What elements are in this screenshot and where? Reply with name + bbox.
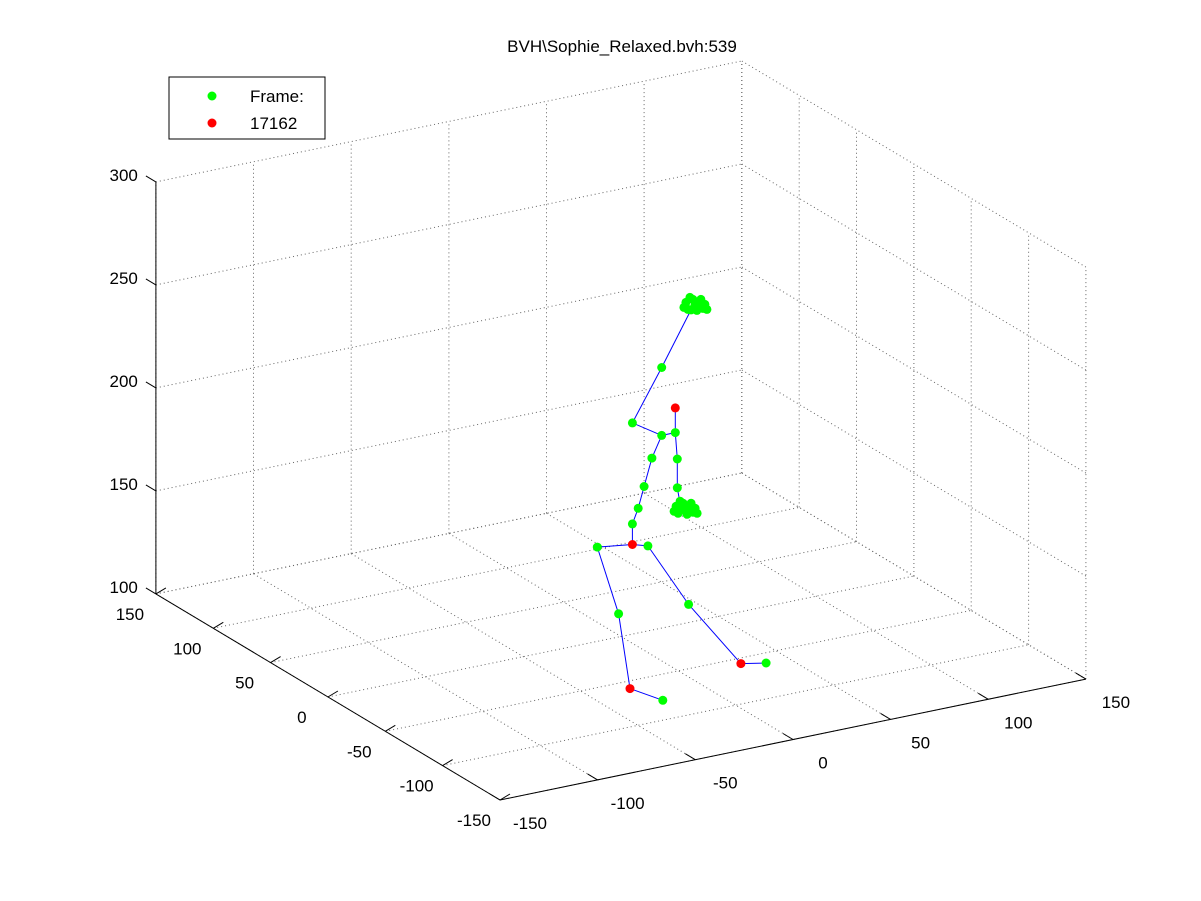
grid-line-floor-x [253,573,598,781]
grid-line-floor-x [448,532,794,740]
z-tick-label: 300 [110,166,138,185]
z-tick [145,175,157,183]
legend-label-frame: Frame: [250,87,304,106]
y-tick-label: -150 [457,811,491,830]
z-tick-label: 100 [110,578,138,597]
grid-line-side-z [741,60,1087,268]
axes: -150 -100 -50 0 50 100 150 -150 -100 -50 0 50 100 150… [110,166,1131,833]
joint-hip [627,540,637,549]
joint-spine4 [647,453,657,463]
y-tick [213,621,224,629]
x-tick [587,773,598,781]
bone-hip-lhip [597,544,633,548]
bone-neck-lshoulder [632,422,662,436]
joint-lankle [625,684,635,694]
finger-joint [679,302,689,312]
z-tick-label: 150 [110,475,138,494]
finger-joint [702,304,712,314]
bone-rhip-rknee [647,545,690,605]
x-tick-label: 50 [911,733,930,752]
y-tick-label: 100 [173,639,201,658]
legend: Frame: 17162 [168,76,326,140]
grid-line-floor-x [643,492,989,700]
z-tick [145,587,157,595]
x-tick [489,793,501,801]
joint-rshoulder [670,428,680,438]
grid-line-side-z [741,266,1087,474]
legend-marker-frame [207,91,217,101]
joint-rupper [670,403,680,413]
y-tick [155,587,167,595]
joint-rtoe [761,658,771,668]
bone-spine3-spine4 [643,457,653,487]
joint-rankle [736,659,746,669]
x-tick [685,753,696,761]
left-hand-cluster [679,292,712,315]
joint-lhip [592,542,602,552]
joint-rknee [684,599,694,609]
skeleton-joints [592,292,771,705]
grid-line-side-z [741,472,1087,680]
legend-marker-frame-number [207,118,217,128]
bone-rknee-rankle [688,604,742,664]
x-tick [1075,672,1087,680]
bone-lshoulder-lelbow [631,367,663,424]
grid-line-side-z [741,163,1087,371]
finger-joint [669,506,679,516]
bone-lhip-lknee [596,546,620,614]
joint-relbow [672,454,682,464]
x-tick-label: -100 [611,794,645,813]
z-tick-label: 250 [110,269,138,288]
y-tick [327,690,339,698]
joint-spine1 [627,519,637,529]
z-tick-label: 200 [110,372,138,391]
joint-neck [657,430,667,440]
y-tick [442,759,453,767]
joint-ltoe [658,695,668,705]
bone-lknee-lankle [618,613,631,689]
x-tick-label: -150 [513,814,547,833]
y-tick [385,724,396,732]
grid-line-floor-x [350,553,696,761]
legend-label-frame-number: 17162 [250,114,297,133]
joint-rforearm [672,483,682,493]
joint-rhip [643,541,653,551]
y-tick-label: 150 [116,605,144,624]
joint-lelbow [657,363,667,372]
joint-lwrist [686,305,696,315]
z-tick [145,278,157,286]
joint-lknee [614,609,624,619]
finger-joint [675,496,685,506]
x-tick-label: 0 [818,754,827,773]
joint-lshoulder [627,418,637,428]
finger-joint [685,292,695,302]
joint-spine3 [639,482,649,491]
x-tick-label: -50 [713,774,738,793]
joint-rwrist [676,505,686,515]
bone-lankle-ltoe [629,688,663,701]
grid-line-floor-x [546,512,891,720]
z-tick [145,381,157,389]
y-tick [270,656,281,664]
legend-box [168,76,326,140]
x-tick-label: 100 [1004,713,1032,732]
y-tick-label: -100 [400,777,434,796]
x-tick-label: 150 [1102,693,1130,712]
joint-spine2 [633,503,643,513]
x-tick [782,733,794,740]
x-tick [880,712,891,720]
bone-lelbow-lwrist [661,309,692,368]
z-tick [145,484,157,492]
chart-title: BVH\Sophie_Relaxed.bvh:539 [507,37,737,56]
x-tick [978,692,989,700]
y-tick-label: -50 [347,742,372,761]
finger-joint [692,508,702,518]
grid-line-side-z [741,369,1087,577]
y-tick [499,793,511,801]
y-tick-label: 0 [297,708,306,727]
y-tick-label: 50 [235,674,254,693]
